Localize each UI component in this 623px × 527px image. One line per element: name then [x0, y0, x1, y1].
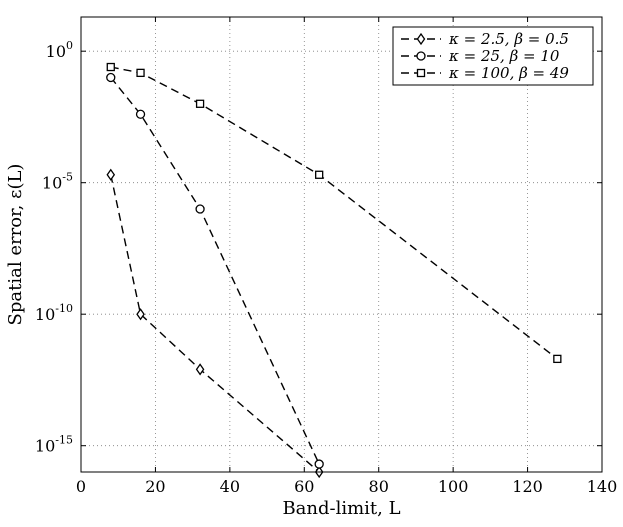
x-tick-label: 60	[294, 477, 314, 496]
data-point	[106, 62, 115, 72]
legend: κ = 2.5, β = 0.5κ = 25, β = 10κ = 100, β…	[392, 26, 594, 86]
series-square	[106, 62, 562, 364]
legend-marker	[416, 51, 426, 61]
x-axis-title: Band-limit, L	[282, 498, 400, 519]
y-tick-label: 10-5	[42, 171, 73, 193]
series-circle	[106, 72, 324, 469]
legend-marker	[416, 68, 426, 78]
legend-label: κ = 100, β = 49	[448, 64, 569, 82]
y-tick-label: 100	[46, 39, 73, 61]
axis-ticks: 0 20 40 60 80 100 120 140 100 10-5 10-10 10-15	[35, 17, 617, 496]
data-point	[195, 204, 205, 214]
data-point	[315, 170, 324, 179]
x-tick-label: 0	[76, 477, 86, 496]
plot-frame	[80, 16, 603, 473]
y-tick-label: 10-15	[35, 434, 73, 456]
x-tick-label: 120	[512, 477, 543, 496]
series-group	[106, 62, 562, 479]
legend-box	[392, 26, 594, 86]
data-point	[195, 99, 205, 108]
y-axis-title: Spatial error, ε(L)	[5, 164, 26, 326]
series-line	[110, 77, 320, 465]
x-tick-label: 80	[369, 477, 389, 496]
data-point	[136, 68, 145, 78]
data-point	[195, 363, 205, 376]
legend-marker	[416, 32, 426, 46]
series-line	[110, 66, 558, 360]
legend-label: κ = 25, β = 10	[448, 47, 560, 65]
series-line	[110, 174, 320, 473]
x-tick-label: 20	[145, 477, 165, 496]
y-tick-label: 10-10	[35, 302, 73, 324]
data-point	[135, 109, 146, 119]
x-tick-label: 100	[438, 477, 469, 496]
data-point	[106, 72, 116, 83]
series-diamond	[106, 168, 324, 479]
data-point	[106, 168, 116, 181]
grid	[81, 17, 602, 472]
x-tick-label: 140	[587, 477, 618, 496]
data-point	[314, 459, 324, 469]
data-point	[553, 354, 562, 364]
data-point	[136, 308, 145, 321]
x-tick-label: 40	[220, 477, 240, 496]
legend-label: κ = 2.5, β = 0.5	[448, 30, 569, 48]
